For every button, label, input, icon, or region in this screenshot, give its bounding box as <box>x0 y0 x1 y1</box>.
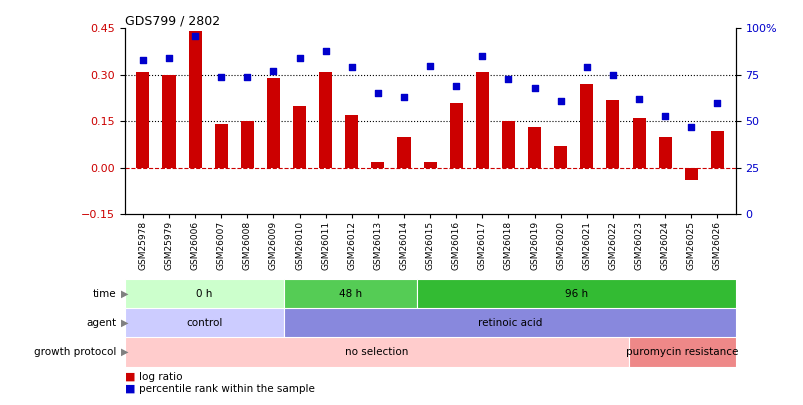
Text: log ratio: log ratio <box>139 372 182 382</box>
Text: no selection: no selection <box>345 347 408 357</box>
Point <box>658 113 671 119</box>
Point <box>449 83 462 89</box>
Bar <box>344 115 358 168</box>
Bar <box>632 118 645 168</box>
Text: control: control <box>186 318 222 328</box>
Point <box>345 64 358 70</box>
Bar <box>319 72 332 168</box>
Point <box>684 124 697 130</box>
Bar <box>501 122 515 168</box>
Bar <box>416 279 735 308</box>
Bar <box>629 337 735 367</box>
Bar <box>162 75 175 168</box>
Bar <box>658 137 671 168</box>
Text: puromycin resistance: puromycin resistance <box>626 347 738 357</box>
Text: retinoic acid: retinoic acid <box>477 318 541 328</box>
Text: agent: agent <box>87 318 116 328</box>
Bar <box>292 106 306 168</box>
Point <box>241 73 254 80</box>
Text: GDS799 / 2802: GDS799 / 2802 <box>124 14 219 27</box>
Point <box>501 75 514 82</box>
Point <box>293 55 306 61</box>
Bar <box>137 72 149 168</box>
Bar <box>283 279 416 308</box>
Bar <box>124 279 283 308</box>
Text: ▶: ▶ <box>120 347 128 357</box>
Bar <box>475 72 488 168</box>
Point <box>189 32 202 39</box>
Bar <box>528 128 540 168</box>
Bar <box>124 308 283 337</box>
Text: ▶: ▶ <box>120 318 128 328</box>
Point <box>319 47 332 54</box>
Point <box>605 72 618 78</box>
Point <box>162 55 175 61</box>
Bar <box>267 78 279 168</box>
Bar <box>580 84 593 168</box>
Bar <box>397 137 410 168</box>
Bar <box>283 308 735 337</box>
Bar <box>449 103 463 168</box>
Bar <box>241 122 254 168</box>
Bar <box>189 32 202 168</box>
Point <box>528 85 540 91</box>
Bar <box>371 162 384 168</box>
Point <box>423 62 436 69</box>
Bar <box>553 146 567 168</box>
Text: percentile rank within the sample: percentile rank within the sample <box>139 384 315 394</box>
Text: ▶: ▶ <box>120 289 128 298</box>
Text: ■: ■ <box>124 384 135 394</box>
Point <box>553 98 566 104</box>
Text: ■: ■ <box>124 372 135 382</box>
Bar <box>710 130 723 168</box>
Bar <box>605 100 618 168</box>
Point <box>371 90 384 97</box>
Point <box>580 64 593 70</box>
Bar <box>684 168 697 180</box>
Text: 0 h: 0 h <box>196 289 212 298</box>
Point <box>475 53 488 60</box>
Text: 48 h: 48 h <box>338 289 361 298</box>
Bar <box>423 162 436 168</box>
Text: time: time <box>93 289 116 298</box>
Point <box>214 73 227 80</box>
Bar <box>214 124 227 168</box>
Point <box>632 96 645 102</box>
Point <box>397 94 410 100</box>
Bar <box>124 337 629 367</box>
Text: 96 h: 96 h <box>564 289 587 298</box>
Text: growth protocol: growth protocol <box>35 347 116 357</box>
Point <box>710 100 723 106</box>
Point <box>137 57 149 63</box>
Point <box>267 68 279 75</box>
